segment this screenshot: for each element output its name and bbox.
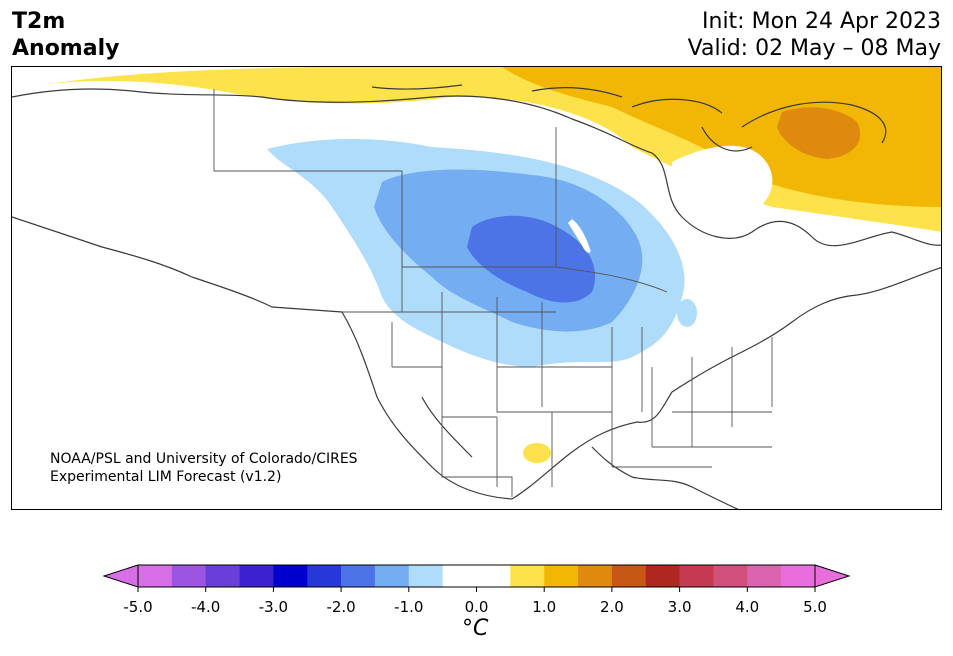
cold-anomaly-great-lakes [677, 299, 697, 327]
colorbar-swatch [138, 565, 173, 587]
colorbar-unit-label: °C [462, 616, 489, 641]
colorbar-swatch [307, 565, 342, 587]
colorbar-tick-label: -4.0 [191, 598, 220, 616]
credit-line-1: NOAA/PSL and University of Colorado/CIRE… [50, 451, 358, 467]
colorbar-swatch [747, 565, 782, 587]
colorbar-swatch [171, 565, 207, 587]
colorbar-swatch [510, 565, 545, 587]
colorbar-tick-label: 2.0 [600, 598, 624, 616]
colorbar-swatch [205, 565, 241, 587]
colorbar-tick-label: 4.0 [735, 598, 759, 616]
credit-line-2: Experimental LIM Forecast (v1.2) [50, 469, 282, 485]
title-line-2: Anomaly [12, 36, 120, 61]
colorbar-swatch [374, 565, 410, 587]
colorbar-swatch [442, 565, 477, 587]
map-title: T2m Anomaly [12, 8, 119, 62]
init-date: Init: Mon 24 Apr 2023 [702, 9, 941, 34]
colorbar-swatches [138, 565, 816, 587]
lake-winnipeg [568, 219, 591, 253]
political-borders [213, 89, 773, 497]
map-canvas [12, 67, 941, 509]
colorbar-swatch [679, 565, 714, 587]
colorbar-swatch [239, 565, 274, 587]
colorbar-tick-label: -2.0 [326, 598, 355, 616]
forecast-dates: Init: Mon 24 Apr 2023 Valid: 02 May – 08… [688, 8, 941, 62]
colorbar-swatch [341, 565, 376, 587]
colorbar-low-extend [102, 564, 139, 588]
colorbar-tick-label: -3.0 [259, 598, 288, 616]
colorbar-tick-label: 5.0 [803, 598, 827, 616]
title-line-1: T2m [12, 9, 66, 34]
colorbar-ticks: -5.0 -4.0 -3.0 -2.0 -1.0 0.0 1.0 2.0 3.0 4.0 5.0 [123, 587, 827, 616]
colorbar-tick-label: 3.0 [668, 598, 692, 616]
anomaly-map: NOAA/PSL and University of Colorado/CIRE… [11, 66, 942, 510]
colorbar-swatch [713, 565, 748, 587]
colorbar-tick-label: -5.0 [123, 598, 152, 616]
colorbar-tick-label: 1.0 [532, 598, 556, 616]
colorbar-swatch [578, 565, 613, 587]
colorbar-swatch [611, 565, 647, 587]
warm-anomaly-center [777, 107, 861, 159]
colorbar-swatch [781, 565, 816, 587]
credit-text: NOAA/PSL and University of Colorado/CIRE… [50, 450, 358, 486]
colorbar-swatch [408, 565, 444, 587]
coastlines [12, 84, 941, 509]
colorbar-swatch [645, 565, 681, 587]
warm-anomaly-mexico [523, 443, 551, 463]
colorbar-tick-label: 0.0 [465, 598, 489, 616]
hudson-bay-neutral [672, 145, 773, 219]
colorbar-swatch [476, 565, 511, 587]
colorbar-tick-label: -1.0 [394, 598, 423, 616]
colorbar-swatch [273, 565, 308, 587]
valid-date: Valid: 02 May – 08 May [687, 36, 941, 61]
colorbar-swatch [544, 565, 579, 587]
cold-anomaly-core [467, 215, 596, 303]
colorbar-high-extend [814, 564, 851, 588]
